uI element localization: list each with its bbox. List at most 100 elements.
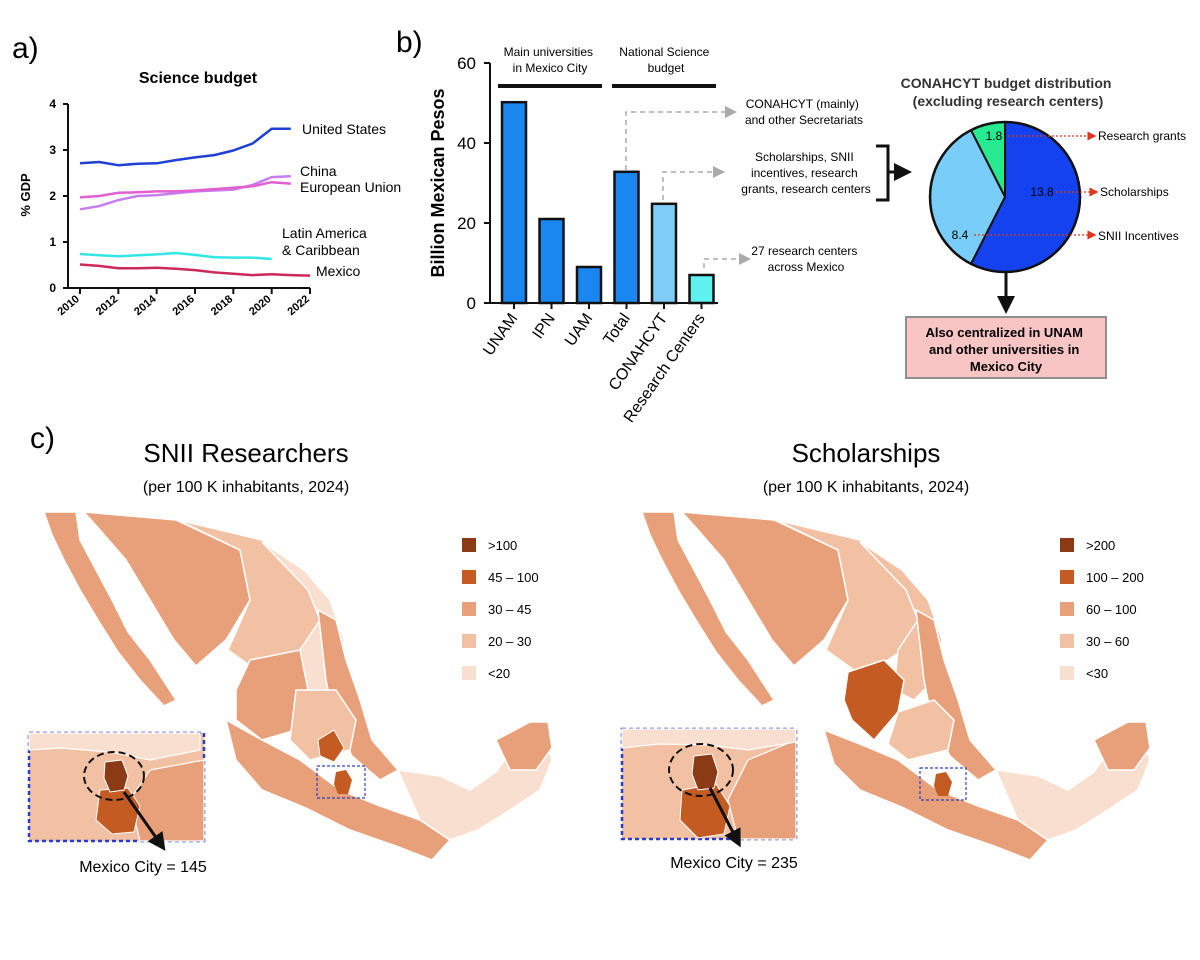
series-label-united-states: United States [302,121,386,137]
map-scholarships-title: Scholarships [792,438,941,468]
callout-text: Also centralized in UNAM and other unive… [925,325,1086,374]
chart-a-ylabel: % GDP [18,173,33,217]
series-line-united-states [79,127,291,167]
bar-conahcyt [650,202,678,305]
annotation-scholarships: Scholarships, SNII incentives, research … [741,150,870,196]
bajio-region [887,699,955,761]
bar-unam [500,100,528,305]
x-tick-label: 2018 [209,293,235,318]
pie-title: CONAHCYT budget distribution (excluding … [901,75,1116,109]
series-label-line: Mexico [316,263,361,279]
legend-label-lt30: <30 [1086,666,1108,681]
legend-label-100-200: 100 – 200 [1086,570,1144,585]
inset-cdmx-value: Mexico City = 235 [670,855,798,872]
legend-label-20-30: 20 – 30 [488,634,531,649]
panel-c-label: c) [30,422,55,455]
north-central-region [775,519,929,671]
panel-a-label: a) [12,32,39,65]
y-tick-label: 2 [49,189,56,203]
y-tick-label: 20 [457,214,476,233]
legend-swatch-45-100 [462,570,476,584]
legend-swatch-20-30 [462,634,476,648]
series-line-latin-america [79,251,272,261]
bar-research-centers [688,273,715,305]
central-west-region [235,649,311,741]
cdmx-mini [334,770,352,794]
series-label-line: China [300,163,337,179]
callout-box [905,316,1107,379]
inset-cdmx [691,753,719,791]
legend-label-45-100: 45 – 100 [488,570,539,585]
map-snii-legend: >100 45 – 100 30 – 45 20 – 30 <20 [462,538,539,681]
series-line-european-union [79,180,291,199]
annotation-arrow-conahcyt [662,166,725,200]
x-tick-label: UAM [562,311,596,350]
legend-swatch-gt100 [462,538,476,552]
series-label-mexico: Mexico [316,263,361,279]
legend-swatch-100-200 [1060,570,1074,584]
legend-label-gt200: >200 [1086,538,1115,553]
series-label-line: & Caribbean [282,242,360,258]
series-line-mexico [79,263,311,277]
y-tick-label: 60 [457,54,476,73]
legend-swatch-lt20 [462,666,476,680]
map-scholarships: Mexico City = 235 >200 100 – 200 60 – 10… [620,511,1151,872]
series-label-line: United States [302,121,386,137]
bar-ipn [538,217,565,305]
brace-to-pie [876,144,890,202]
pie-slice-label: SNII Incentives [1098,229,1179,243]
cdmx-inset [620,727,798,848]
annotation-arrow-total [625,106,737,170]
baja-california-region [42,511,178,707]
yucatan-region [495,721,553,771]
bar-total [613,170,640,305]
x-tick-label: 2010 [55,293,81,318]
y-tick-label: 0 [467,294,476,313]
legend-label-lt20: <20 [488,666,510,681]
inset-highlight-circle [83,751,145,801]
bar-uam [575,265,603,305]
pie-value-label: 13.8 [1030,185,1054,199]
legend-swatch-30-45 [462,602,476,616]
y-tick-label: 3 [49,143,56,157]
inset-pointer-arrow [122,791,166,851]
baja-california-region [640,511,776,707]
legend-label-30-45: 30 – 45 [488,602,531,617]
pie-value-label: 1.8 [986,129,1003,143]
annotation-secretariats: CONAHCYT (mainly) and other Secretariats [745,97,863,127]
inset-highlight-circle [668,743,734,797]
legend-swatch-60-100 [1060,602,1074,616]
x-tick-label: 2014 [132,293,159,318]
cdmx-mini [934,772,952,796]
series-line-china [79,174,291,211]
map-scholarships-legend: >200 100 – 200 60 – 100 30 – 60 <30 [1060,538,1144,681]
group-label-universities: Main universities in Mexico City [504,45,597,75]
pie-slice-label: Research grants [1098,129,1186,143]
cdmx-zoom-box [919,767,967,801]
legend-label-30-60: 30 – 60 [1086,634,1129,649]
legend-label-gt100: >100 [488,538,517,553]
chart-a-title: Science budget [139,70,258,87]
legend-swatch-30-60 [1060,634,1074,648]
chart-b-ylabel: Billion Mexican Pesos [428,88,448,277]
series-label-latin-america: Latin America & Caribbean [282,225,367,258]
panel-a: a) Science budget % GDP 0 1 2 3 4 2010 2012 20… [12,32,401,318]
x-tick-label: 2022 [285,293,311,318]
pacific-south-region [822,728,1050,861]
inset-cdmx-value: Mexico City = 145 [79,859,207,876]
legend-label-60-100: 60 – 100 [1086,602,1137,617]
series-label-european-union: European Union [300,179,401,195]
x-tick-label: IPN [530,311,559,343]
inset-cdmx [103,759,129,793]
y-tick-label: 1 [49,235,56,249]
yucatan-region [1093,721,1151,771]
pie-slice-label: Scholarships [1100,185,1169,199]
annotation-arrow-centers [703,253,751,268]
y-tick-label: 0 [49,281,56,295]
x-tick-label: 2020 [247,293,273,318]
series-label-line: European Union [300,179,401,195]
x-tick-label: 2012 [94,293,120,318]
pie-value-label: 8.4 [952,228,969,242]
group-label-national: National Science budget [619,45,712,75]
